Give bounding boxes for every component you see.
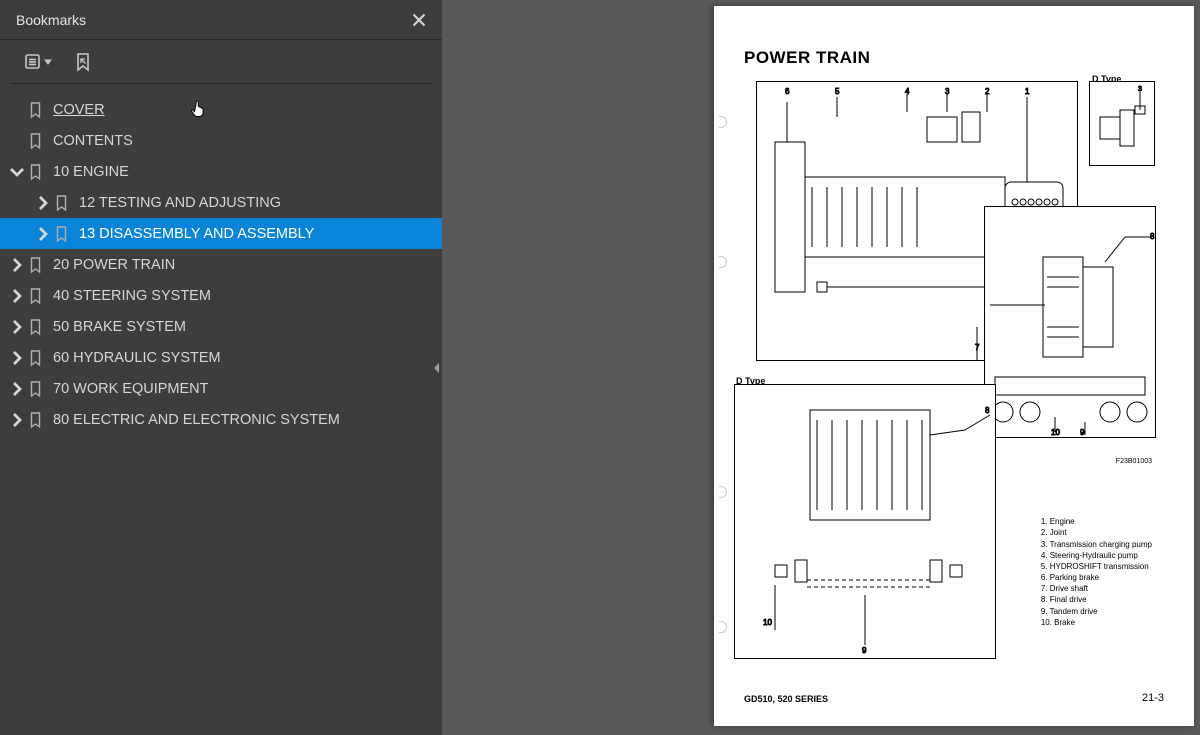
svg-text:10: 10 (1051, 428, 1060, 437)
chevron-right-icon[interactable] (8, 411, 26, 429)
bookmark-item[interactable]: 60 HYDRAULIC SYSTEM (0, 342, 442, 373)
svg-text:5: 5 (835, 87, 840, 96)
bookmark-label: 50 BRAKE SYSTEM (53, 319, 186, 335)
page-heading: POWER TRAIN (744, 48, 870, 68)
bookmark-options-button[interactable] (24, 53, 52, 71)
legend-line: 7. Drive shaft (1041, 583, 1152, 594)
bookmark-icon (54, 194, 69, 212)
bookmark-item[interactable]: 13 DISASSEMBLY AND ASSEMBLY (0, 218, 442, 249)
bookmark-icon (28, 318, 43, 336)
parts-legend: 1. Engine2. Joint3. Transmission chargin… (1041, 516, 1152, 628)
close-icon[interactable] (412, 13, 426, 27)
binder-hole-icon (719, 116, 727, 128)
bookmark-item[interactable]: 10 ENGINE (0, 156, 442, 187)
svg-text:4: 4 (905, 87, 910, 96)
svg-text:1: 1 (1025, 87, 1030, 96)
chevron-right-icon[interactable] (34, 194, 52, 212)
legend-line: 9. Tandem drive (1041, 606, 1152, 617)
collapse-panel-button[interactable] (432, 357, 442, 379)
bookmark-item[interactable]: 50 BRAKE SYSTEM (0, 311, 442, 342)
figure-reference-number: F23B01003 (1116, 458, 1152, 465)
binder-hole-icon (719, 621, 727, 633)
legend-line: 1. Engine (1041, 516, 1152, 527)
legend-line: 4. Steering-Hydraulic pump (1041, 550, 1152, 561)
bookmark-icon (28, 132, 43, 150)
chevron-down-icon[interactable] (8, 163, 26, 181)
diagram-dtype-inset-top: 3 (1089, 81, 1155, 166)
bookmark-icon (28, 287, 43, 305)
document-viewport[interactable]: POWER TRAIN D Type D Type (442, 0, 1200, 735)
expander-placeholder (8, 101, 26, 119)
chevron-right-icon[interactable] (8, 256, 26, 274)
svg-text:8: 8 (985, 406, 990, 415)
chevron-right-icon[interactable] (8, 287, 26, 305)
bookmark-item[interactable]: 70 WORK EQUIPMENT (0, 373, 442, 404)
svg-text:9: 9 (1080, 428, 1085, 437)
bookmarks-panel: Bookmarks COVER CONTENTS 10 ENGINE 12 TESTI… (0, 0, 442, 735)
bookmark-label: 70 WORK EQUIPMENT (53, 381, 209, 397)
diagram-dtype-bottom: 10 9 8 (734, 384, 996, 659)
diagram-final-drive: 8 9 10 (984, 206, 1156, 438)
bookmark-icon (28, 380, 43, 398)
svg-text:8: 8 (1150, 232, 1155, 241)
bookmark-item[interactable]: 12 TESTING AND ADJUSTING (0, 187, 442, 218)
svg-text:3: 3 (945, 87, 950, 96)
bookmark-icon (28, 411, 43, 429)
svg-text:6: 6 (785, 87, 790, 96)
bookmark-icon (28, 101, 43, 119)
legend-line: 10. Brake (1041, 617, 1152, 628)
bookmark-item[interactable]: 80 ELECTRIC AND ELECTRONIC SYSTEM (0, 404, 442, 435)
bookmark-label: 10 ENGINE (53, 164, 129, 180)
page-footer-pagenum: 21-3 (1142, 692, 1164, 704)
bookmark-label: 12 TESTING AND ADJUSTING (79, 195, 281, 211)
bookmark-item[interactable]: CONTENTS (0, 125, 442, 156)
bookmark-item[interactable]: 40 STEERING SYSTEM (0, 280, 442, 311)
legend-line: 8. Final drive (1041, 594, 1152, 605)
bookmark-icon (28, 163, 43, 181)
bookmark-label: 60 HYDRAULIC SYSTEM (53, 350, 221, 366)
chevron-right-icon[interactable] (34, 225, 52, 243)
chevron-right-icon[interactable] (8, 349, 26, 367)
bookmark-label: COVER (53, 102, 105, 118)
bookmark-icon (54, 225, 69, 243)
bookmark-label: 80 ELECTRIC AND ELECTRONIC SYSTEM (53, 412, 340, 428)
bookmark-icon (28, 349, 43, 367)
bookmark-label: 13 DISASSEMBLY AND ASSEMBLY (79, 226, 314, 242)
binder-hole-icon (719, 256, 727, 268)
bookmarks-title: Bookmarks (16, 12, 86, 28)
svg-text:2: 2 (985, 87, 990, 96)
bookmark-icon (28, 256, 43, 274)
bookmark-label: 40 STEERING SYSTEM (53, 288, 211, 304)
bookmark-item[interactable]: 20 POWER TRAIN (0, 249, 442, 280)
bookmarks-toolbar (10, 40, 432, 84)
svg-text:7: 7 (975, 343, 980, 352)
chevron-right-icon[interactable] (8, 380, 26, 398)
bookmark-label: 20 POWER TRAIN (53, 257, 175, 273)
legend-line: 2. Joint (1041, 527, 1152, 538)
expander-placeholder (8, 132, 26, 150)
binder-hole-icon (719, 486, 727, 498)
bookmarks-header: Bookmarks (0, 0, 442, 40)
svg-text:9: 9 (862, 646, 867, 655)
svg-text:10: 10 (763, 618, 772, 627)
chevron-right-icon[interactable] (8, 318, 26, 336)
bookmarks-tree: COVER CONTENTS 10 ENGINE 12 TESTING AND ADJ… (0, 84, 442, 735)
find-current-bookmark-button[interactable] (74, 53, 92, 71)
pdf-page: POWER TRAIN D Type D Type (714, 6, 1194, 726)
legend-line: 5. HYDROSHIFT transmission (1041, 561, 1152, 572)
bookmark-label: CONTENTS (53, 133, 133, 149)
bookmark-item[interactable]: COVER (0, 94, 442, 125)
legend-line: 3. Transmission charging pump (1041, 539, 1152, 550)
page-footer-model: GD510, 520 SERIES (744, 694, 828, 704)
legend-line: 6. Parking brake (1041, 572, 1152, 583)
svg-text:3: 3 (1138, 86, 1142, 93)
